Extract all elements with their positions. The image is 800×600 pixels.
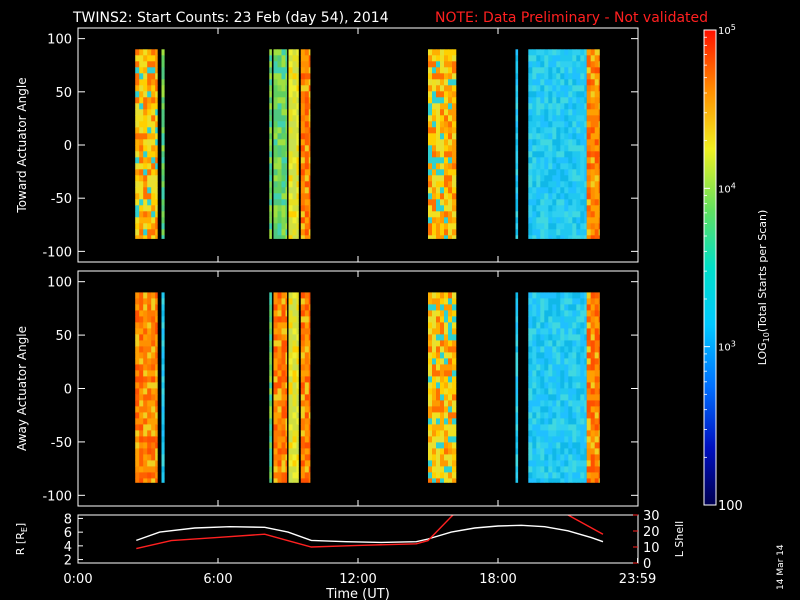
left-axis-label: R [RE] — [14, 523, 29, 555]
y-tick-label: 100 — [47, 33, 72, 48]
data-segment — [269, 49, 272, 239]
y-tick-label: -50 — [51, 436, 72, 451]
right-axis-label: L Shell — [673, 521, 686, 557]
chart-title: TWINS2: Start Counts: 23 Feb (day 54), 2… — [72, 10, 389, 26]
data-segment — [300, 49, 311, 239]
data-segment — [586, 292, 600, 483]
y-tick-label: -100 — [42, 489, 72, 504]
data-segment — [528, 49, 587, 239]
side-date-label: 14 Mar 14 — [776, 544, 786, 590]
right-y-tick-label: 10 — [643, 541, 660, 556]
y-tick-label: -50 — [51, 192, 72, 207]
data-segment — [528, 292, 587, 483]
left-y-tick-label: 8 — [64, 512, 72, 527]
panel-frame — [77, 514, 639, 564]
x-tick-label: 12:00 — [339, 572, 376, 587]
colorbar-tick-label: 100 — [718, 499, 743, 514]
data-segment — [273, 49, 288, 239]
left-y-tick-label: 6 — [64, 526, 72, 541]
data-segment — [515, 292, 519, 483]
y-tick-label: 0 — [64, 383, 72, 398]
data-segment — [288, 49, 299, 239]
bottom-heatmap-panel: 100 50 0 -50 -100 Away Actuator Angle — [15, 270, 639, 507]
data-segment — [515, 49, 519, 239]
x-tick-label: 18:00 — [479, 572, 516, 587]
colorbar-tick-label: 105 — [718, 23, 736, 37]
y-tick-label: 50 — [55, 86, 72, 101]
right-y-tick-label: 20 — [643, 525, 660, 540]
x-axis-label: Time (UT) — [325, 587, 390, 600]
data-segment — [586, 49, 600, 239]
right-y-tick-label: 30 — [643, 509, 660, 524]
colorbar-label: LOG10(Total Starts per Scan) — [756, 210, 771, 366]
y-tick-label: 50 — [55, 329, 72, 344]
data-segment — [288, 292, 299, 483]
data-segment — [269, 292, 272, 483]
y-tick-label: 100 — [47, 276, 72, 291]
data-segment — [135, 49, 158, 239]
data-segment — [273, 292, 288, 483]
colorbar-tick-label: 103 — [718, 340, 736, 354]
data-segment — [161, 49, 165, 239]
y-axis-label: Toward Actuator Angle — [15, 77, 29, 213]
preliminary-note: NOTE: Data Preliminary - Not validated — [435, 10, 708, 26]
data-segment — [161, 292, 165, 483]
data-segment — [428, 292, 457, 483]
top-heatmap-panel: 100 50 0 -50 -100 Toward Actuator Angle — [15, 27, 639, 263]
y-tick-label: 0 — [64, 139, 72, 154]
data-segment — [135, 292, 158, 483]
data-segment — [428, 49, 457, 239]
colorbar-gradient — [703, 29, 717, 506]
x-tick-label: 6:00 — [203, 572, 232, 587]
colorbar: 105 104 103 100 LOG10(Total Starts per Scan) — [703, 23, 771, 514]
colorbar-tick-label: 104 — [718, 181, 736, 195]
radius-series-line — [136, 524, 604, 544]
right-y-tick-label: 0 — [643, 557, 651, 572]
left-y-tick-label: 2 — [64, 554, 72, 569]
x-tick-label: 23:59 — [619, 572, 656, 587]
left-y-tick-label: 4 — [64, 540, 72, 555]
lshell-series-line — [136, 515, 604, 550]
y-axis-label: Away Actuator Angle — [15, 326, 29, 451]
data-segment — [300, 292, 311, 483]
x-tick-label: 0:00 — [63, 572, 92, 587]
y-tick-label: -100 — [42, 245, 72, 260]
